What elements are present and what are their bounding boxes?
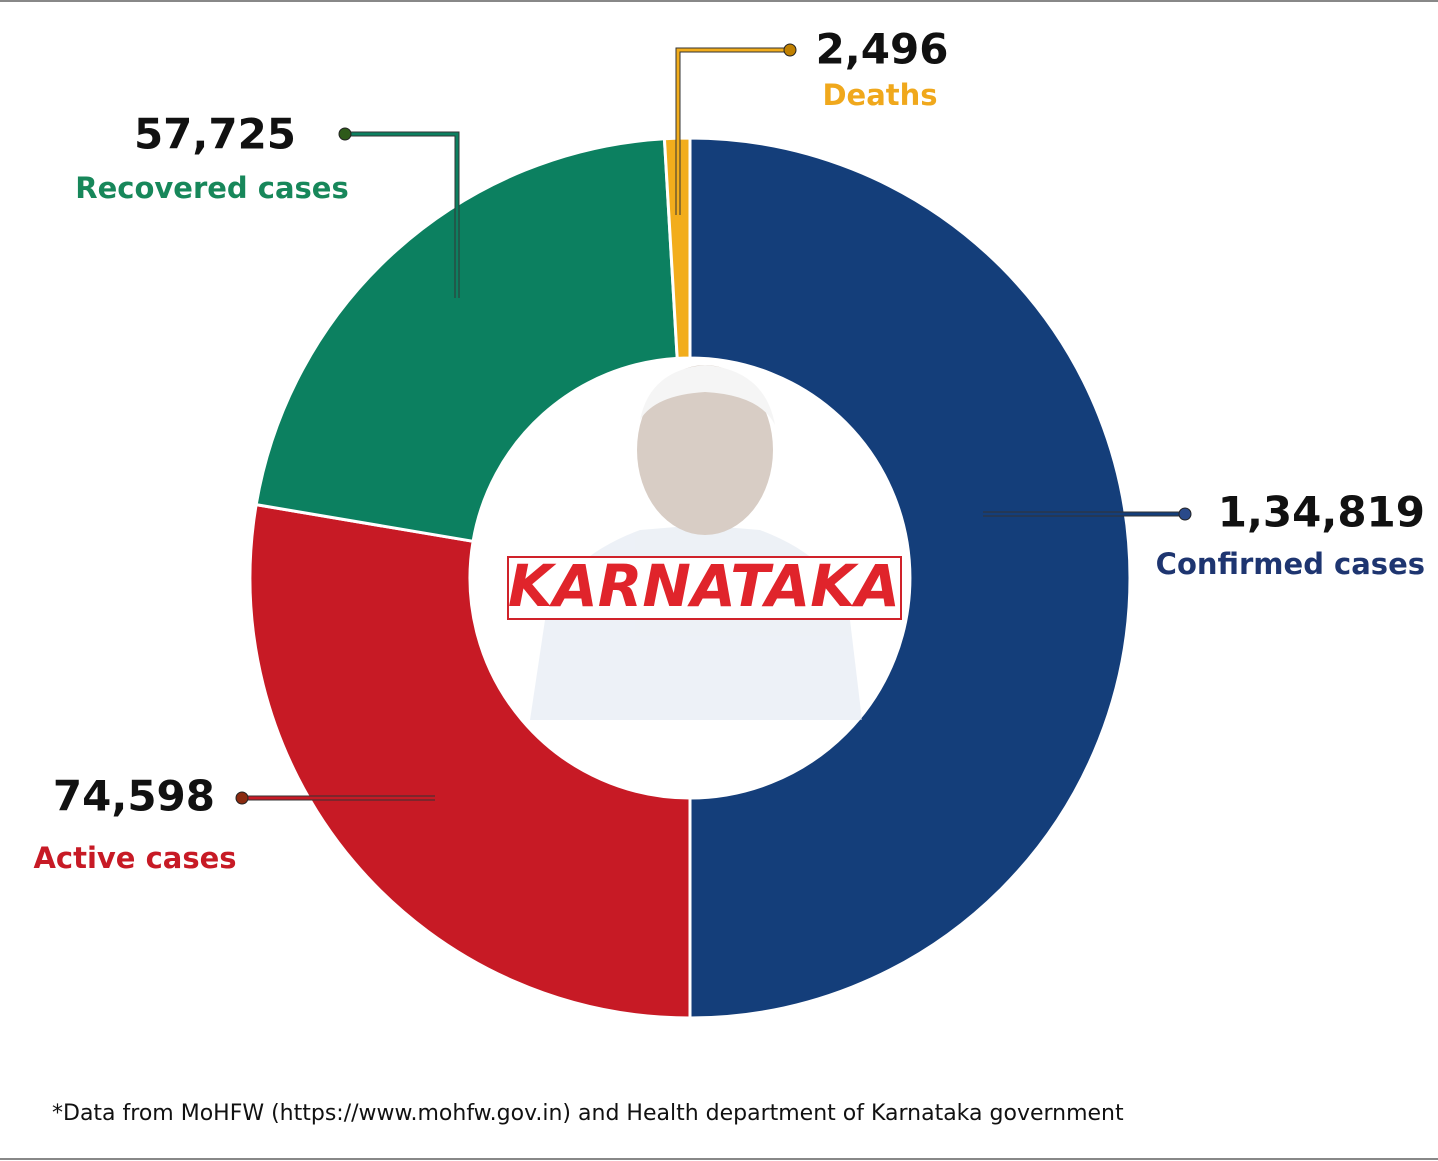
leader-line-inner — [676, 48, 790, 215]
value-label: 2,496 — [816, 25, 949, 74]
center-label-box — [507, 556, 902, 620]
slice — [688, 136, 1132, 1020]
leader-line-inner — [345, 132, 459, 298]
category-label: Recovered cases — [75, 171, 348, 205]
donut — [248, 136, 1132, 1020]
slice — [254, 137, 679, 544]
portrait-hair — [640, 365, 775, 425]
slice — [662, 136, 692, 360]
footnote: *Data from MoHFW (https://www.mohfw.gov.… — [52, 1101, 1124, 1126]
leader-dot — [1178, 507, 1192, 521]
value-label: 1,34,819 — [1218, 488, 1425, 537]
leader-dot — [783, 43, 797, 57]
annotations: 1,34,819 Confirmed cases 74,598 Active case… — [33, 25, 1425, 876]
category-label: Deaths — [822, 78, 937, 112]
value-label: 57,725 — [134, 110, 296, 159]
value-label: 74,598 — [53, 772, 215, 821]
leader-dot — [235, 791, 249, 805]
category-label: Active cases — [33, 841, 236, 875]
portrait-head — [637, 365, 773, 535]
center-label: KARNATAKA — [508, 552, 900, 620]
slice — [248, 502, 692, 1020]
category-label: Confirmed cases — [1156, 547, 1425, 581]
leader-dot — [338, 127, 352, 141]
